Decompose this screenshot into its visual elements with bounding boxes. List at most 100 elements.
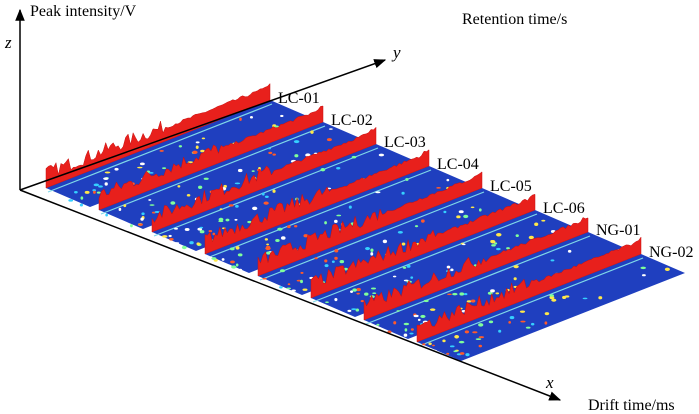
plane-edge — [47, 103, 273, 193]
peak-spot — [396, 310, 400, 312]
spectrum-plane — [311, 210, 579, 317]
peak-spot — [544, 321, 548, 325]
peak-spot — [410, 276, 414, 279]
peak-spot — [267, 147, 271, 150]
peak-spot — [324, 259, 328, 263]
peak-spot — [490, 289, 495, 293]
peak-spot — [490, 239, 496, 244]
peak-spot — [598, 296, 603, 300]
plane-edge — [418, 257, 644, 347]
peak-spot — [664, 267, 670, 272]
peak-spot — [189, 241, 194, 245]
peak-spot — [567, 249, 572, 253]
peak-spot — [449, 345, 455, 348]
peak-spot — [235, 246, 240, 250]
peak-spot — [261, 192, 265, 196]
peak-spot — [266, 251, 271, 255]
peak-spot — [336, 167, 341, 170]
peak-spot — [249, 115, 253, 119]
peak-spot — [228, 204, 234, 207]
red-ridge — [310, 193, 536, 299]
peak-spot — [339, 260, 345, 264]
peak-spot — [141, 212, 145, 216]
peak-spot — [287, 225, 291, 229]
peak-spot — [356, 287, 361, 292]
peak-spot — [582, 297, 588, 300]
peak-spot — [92, 189, 97, 192]
peak-spot — [551, 298, 557, 302]
peak-spot — [549, 295, 555, 300]
peak-spot — [264, 195, 269, 199]
peak-spot — [200, 149, 205, 153]
peak-spot — [428, 342, 432, 346]
peak-spot — [334, 256, 338, 260]
peak-spot — [235, 263, 239, 267]
peak-spot — [513, 265, 519, 269]
peak-spot — [174, 242, 180, 244]
peak-spot — [310, 130, 314, 134]
spectrum-plane — [99, 122, 367, 229]
peak-spot — [409, 332, 414, 335]
peak-spot — [463, 214, 469, 219]
peak-spot — [118, 207, 122, 211]
peak-spot — [234, 218, 238, 221]
peak-spot — [104, 182, 108, 186]
sample-label: LC-01 — [278, 90, 320, 107]
peak-spot — [530, 322, 535, 326]
peak-spot — [641, 274, 646, 277]
peak-spot — [459, 352, 465, 355]
peak-spot — [413, 314, 419, 318]
peak-spot — [364, 292, 369, 296]
peak-spot — [320, 167, 326, 172]
peak-spot — [375, 191, 381, 194]
peak-spot — [302, 288, 308, 291]
peak-spot — [519, 310, 526, 313]
peak-spot — [446, 178, 450, 182]
peak-spot — [436, 186, 441, 189]
peak-spot — [272, 189, 276, 193]
peak-spot — [199, 230, 205, 234]
peak-spot — [465, 353, 470, 357]
peak-spot — [347, 309, 352, 312]
peak-spot — [452, 292, 458, 296]
peak-spot — [314, 257, 318, 260]
sample-label: LC-03 — [384, 134, 426, 151]
peak-spot — [429, 308, 436, 311]
peak-spot — [334, 219, 338, 224]
peak-spot — [219, 208, 223, 210]
plane-edge — [312, 213, 538, 303]
x-axis-label: Drift time/ms — [588, 397, 675, 414]
peak-spot — [534, 222, 539, 227]
peak-spot — [140, 217, 144, 221]
peak-spot — [277, 227, 283, 231]
peak-spot — [262, 277, 267, 280]
peak-spot — [334, 298, 338, 302]
peak-spot — [230, 260, 235, 264]
sample-label: LC-06 — [543, 200, 585, 217]
peak-spot — [331, 260, 335, 263]
peak-spot — [174, 227, 178, 230]
peak-spot — [206, 256, 213, 259]
peak-spot — [211, 257, 217, 260]
y-axis-label: Retention time/s — [462, 11, 567, 28]
peak-spot — [201, 137, 206, 140]
peak-spot — [234, 182, 241, 185]
peak-spot — [356, 292, 360, 295]
spectrum-plane — [417, 254, 685, 361]
peak-spot — [203, 177, 209, 180]
peak-spot — [393, 321, 397, 325]
peak-spot — [184, 228, 190, 231]
peak-spot — [491, 244, 496, 247]
peak-spot — [459, 292, 465, 296]
peak-spot — [509, 316, 515, 320]
peak-spot — [177, 185, 181, 188]
y-axis-letter: y — [391, 43, 401, 62]
peak-spot — [328, 128, 333, 130]
peak-spot — [291, 289, 296, 292]
red-ridge — [204, 149, 430, 255]
peak-spot — [238, 268, 243, 272]
plane-edge — [153, 147, 379, 237]
peak-spot — [372, 292, 377, 295]
peak-spot — [300, 279, 303, 284]
peak-spot — [159, 149, 164, 152]
